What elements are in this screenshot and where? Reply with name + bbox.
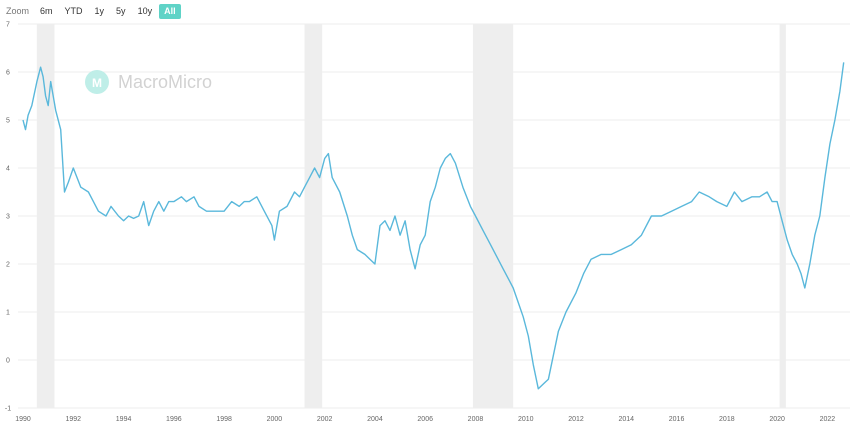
x-tick-label-2004: 2004 bbox=[367, 416, 383, 423]
zoom-1y-button[interactable]: 1y bbox=[94, 5, 105, 16]
x-tick-label-2018: 2018 bbox=[719, 416, 735, 423]
x-tick-label-1992: 1992 bbox=[66, 416, 82, 423]
zoom-6m-button[interactable]: 6m bbox=[40, 5, 53, 16]
y-tick-label-1: 1 bbox=[6, 310, 10, 317]
y-tick-label-2: 2 bbox=[6, 262, 10, 269]
zoom-label: Zoom bbox=[6, 6, 30, 16]
x-tick-label-1998: 1998 bbox=[216, 416, 232, 423]
x-tick-label-2008: 2008 bbox=[468, 416, 484, 423]
y-tick-label-7: 7 bbox=[6, 22, 10, 29]
y-tick-label-3: 3 bbox=[6, 214, 10, 221]
y-tick-label-5: 5 bbox=[6, 118, 10, 125]
y-tick-label--1: -1 bbox=[5, 406, 11, 413]
x-tick-label-1994: 1994 bbox=[116, 416, 132, 423]
y-tick-label-6: 6 bbox=[6, 70, 10, 77]
x-tick-label-2022: 2022 bbox=[820, 416, 836, 423]
x-tick-label-2010: 2010 bbox=[518, 416, 534, 423]
x-tick-label-2014: 2014 bbox=[619, 416, 635, 423]
x-axis-ticks: 1990 1992 1994 1996 1998 2000 2002 2004 2006 2008… bbox=[15, 416, 835, 423]
zoom-10y-button[interactable]: 10y bbox=[137, 5, 153, 16]
watermark: M MacroMicro bbox=[85, 70, 212, 94]
zoom-ytd-button[interactable]: YTD bbox=[64, 5, 83, 16]
watermark-logo-icon bbox=[85, 70, 109, 94]
zoom-all-button[interactable]: All bbox=[159, 3, 181, 19]
watermark-text: MacroMicro bbox=[118, 72, 212, 92]
watermark-logo-letter: M bbox=[92, 76, 102, 90]
y-axis-ticks: -1 0 1 2 3 4 5 6 7 bbox=[5, 22, 11, 413]
y-tick-label-0: 0 bbox=[6, 358, 10, 365]
x-tick-label-2020: 2020 bbox=[769, 416, 785, 423]
series-line-0 bbox=[22, 62, 845, 390]
x-tick-label-1996: 1996 bbox=[166, 416, 182, 423]
series-layer bbox=[22, 62, 845, 390]
zoom-5y-button[interactable]: 5y bbox=[116, 5, 126, 16]
zoom-toolbar: Zoom 6m YTD 1y 5y 10y All bbox=[6, 3, 181, 19]
x-tick-label-2006: 2006 bbox=[417, 416, 433, 423]
x-tick-label-2016: 2016 bbox=[669, 416, 685, 423]
x-tick-label-1990: 1990 bbox=[15, 416, 31, 423]
x-tick-label-2012: 2012 bbox=[568, 416, 584, 423]
x-tick-label-2002: 2002 bbox=[317, 416, 333, 423]
grid-lines bbox=[18, 23, 850, 409]
x-tick-label-2000: 2000 bbox=[267, 416, 283, 423]
y-tick-label-4: 4 bbox=[6, 166, 10, 173]
